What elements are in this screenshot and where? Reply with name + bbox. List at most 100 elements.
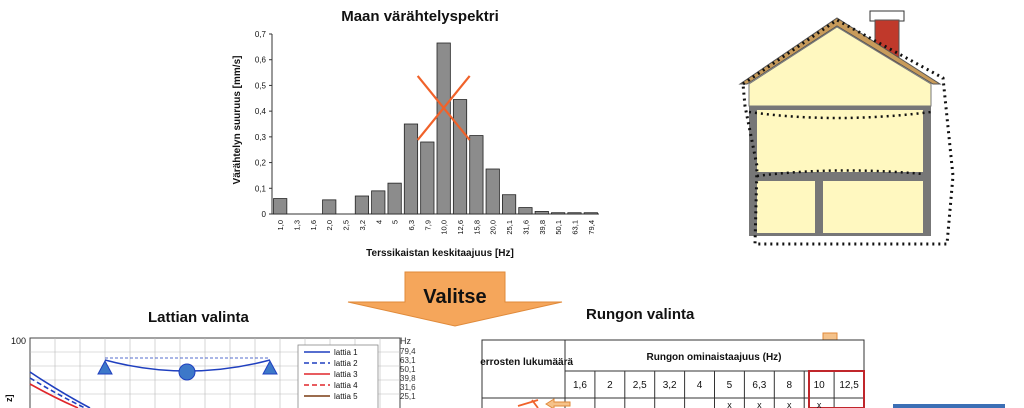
floor-legend — [297, 344, 379, 408]
row-cross-mark — [517, 399, 539, 408]
x-tick-label: 20,0 — [489, 220, 498, 235]
beam-support-right — [262, 359, 278, 375]
bar — [403, 123, 419, 215]
hz-value: 25,1 — [400, 392, 416, 401]
frame-selection-table: Kerrosten lukumäärä Rungon ominaistaajuu… — [480, 332, 865, 408]
chart-plot: 0 0,1 0,2 0,3 0,4 0,5 0,6 0,7 1,0 1,3 1,6 2,0 2,5 3,2… — [255, 30, 599, 235]
y-tick-label: 0,1 — [255, 184, 267, 193]
floors-header: Kerrosten lukumäärä — [480, 357, 573, 368]
floor-y-tick-top: 100 — [11, 336, 26, 346]
arrow-label: Valitse — [423, 286, 486, 308]
x-tick-label: 2,5 — [342, 220, 351, 230]
bar — [567, 212, 582, 215]
bar — [436, 42, 451, 215]
floor-curve-2 — [29, 377, 86, 408]
frequency-label: 6,3 — [752, 380, 766, 391]
floors-header-1: Kerrosten lukumäärä — [480, 357, 573, 368]
bar — [273, 198, 288, 215]
row-mark: x — [757, 400, 762, 408]
bar — [371, 190, 386, 215]
bar — [387, 182, 402, 215]
frequency-label: 2 — [607, 380, 613, 391]
x-tick-label: 50,1 — [554, 220, 563, 235]
bar — [469, 135, 484, 215]
x-tick-label: 25,1 — [505, 220, 514, 235]
legend-label: lattia 4 — [334, 381, 358, 390]
arrow-shape — [347, 271, 563, 327]
x-tick-label: 6,3 — [407, 220, 416, 230]
frequency-label: 3,2 — [663, 380, 677, 391]
blue-box — [893, 404, 1005, 408]
y-tick-label: 0,4 — [255, 107, 267, 116]
legend-label: lattia 2 — [334, 359, 358, 368]
floor-legend-items: lattia 1 lattia 2 lattia 3 lattia 4 lattia 5 — [304, 348, 358, 401]
x-axis-label: Terssikaistan keskitaajuus [Hz] — [366, 248, 514, 259]
bar — [583, 212, 598, 215]
frequency-label: 12,5 — [839, 380, 859, 391]
hz-unit: Hz — [400, 336, 411, 346]
bar — [518, 207, 533, 215]
hz-values: 79,463,150,139,831,625,1 — [400, 347, 416, 401]
x-tick-label: 79,4 — [587, 220, 596, 235]
bar — [354, 195, 370, 215]
floor-deformation-line-2 — [756, 169, 924, 178]
frequency-group-header: Rungon ominaistaajuus (Hz) — [647, 352, 782, 363]
row-pointer-arrow — [545, 398, 571, 408]
frequency-label: 2,5 — [633, 380, 647, 391]
legend-label: lattia 5 — [334, 392, 358, 401]
frequency-label: 10 — [814, 380, 826, 391]
x-tick-label: 15,8 — [472, 220, 481, 235]
bar — [534, 211, 549, 215]
x-tick-label: 10,0 — [440, 220, 449, 235]
frequency-label: 5 — [727, 380, 733, 391]
bar — [501, 194, 517, 215]
y-tick-label: 0,2 — [255, 159, 267, 168]
cross-mark-line — [416, 75, 471, 141]
row-mark: x — [817, 400, 822, 408]
basement-room-left — [757, 181, 815, 233]
frequency-label: 1,6 — [573, 380, 587, 391]
highlight-column-box — [808, 370, 865, 408]
x-tick-label: 3,2 — [358, 220, 367, 230]
frequency-label: 8 — [786, 380, 792, 391]
x-tick-label: 1,0 — [276, 220, 285, 230]
frame-selection-title: Rungon valinta — [586, 306, 695, 323]
bar — [551, 212, 566, 215]
x-tick-label: 5 — [391, 220, 400, 224]
floor-curve-1 — [29, 371, 91, 408]
hz-value: 79,4 — [400, 347, 416, 356]
row-mark: x — [727, 400, 732, 408]
x-tick-label: 2,0 — [325, 220, 334, 230]
bar — [485, 168, 500, 215]
row-mark: x — [787, 400, 792, 408]
x-tick-label: 1,6 — [309, 220, 318, 230]
y-tick-label: 0,7 — [255, 30, 267, 39]
legend-label: lattia 3 — [334, 370, 358, 379]
select-arrow: Valitse — [347, 271, 563, 327]
x-tick-label: 1,3 — [293, 220, 302, 230]
floor-y-label: z] — [4, 395, 14, 403]
floor-selection-title: Lattian valinta — [148, 309, 249, 326]
legend-label: lattia 1 — [334, 348, 358, 357]
x-tick-label: 63,1 — [570, 220, 579, 235]
bar — [452, 99, 468, 215]
house-illustration — [738, 10, 955, 246]
upper-floor-room — [757, 110, 923, 172]
roof — [738, 17, 942, 85]
y-axis-label: Värähtelyn suuruus [mm/s] — [232, 56, 243, 185]
x-tick-label: 4 — [374, 220, 383, 224]
beam-support-left — [97, 359, 113, 375]
y-tick-label: 0,6 — [255, 56, 267, 65]
frequency-label: 4 — [697, 380, 703, 391]
x-tick-label: 7,9 — [423, 220, 432, 230]
hz-value: 31,6 — [400, 383, 416, 392]
x-tick-label: 31,6 — [521, 220, 530, 235]
x-tick-label: 12,6 — [456, 220, 465, 235]
attic-wall — [748, 26, 932, 107]
floor-curve-3 — [29, 383, 79, 408]
table-border — [481, 339, 865, 408]
hz-value: 50,1 — [400, 365, 416, 374]
chart-title: Maan värähtelyspektri — [341, 8, 499, 25]
